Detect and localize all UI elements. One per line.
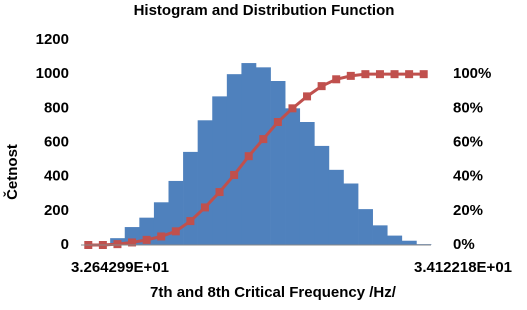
bar — [328, 169, 344, 245]
y-axis-title: Četnost — [3, 144, 21, 200]
bar — [387, 235, 403, 245]
line-marker — [200, 203, 209, 212]
y2-tick-label: 60% — [453, 133, 483, 150]
bar — [372, 225, 388, 245]
bar — [183, 151, 198, 245]
y-tick-label: 1200 — [36, 31, 69, 48]
line-marker — [128, 238, 137, 247]
y2-tick-label: 100% — [453, 65, 491, 82]
line-marker — [142, 235, 151, 244]
line-marker — [230, 170, 239, 179]
line-marker — [157, 232, 166, 241]
bar — [256, 67, 271, 245]
y-tick-label: 600 — [44, 133, 69, 150]
y-tick-label: 200 — [44, 202, 69, 219]
line-marker — [375, 70, 384, 79]
line-marker — [113, 240, 122, 249]
line-marker — [303, 92, 312, 101]
line-marker — [332, 75, 341, 84]
bar — [343, 183, 359, 245]
y-tick-label: 800 — [44, 99, 69, 116]
bar — [168, 180, 184, 245]
bar — [197, 120, 213, 245]
y-tick-label: 1000 — [36, 65, 69, 82]
x-axis-title: 7th and 8th Critical Frequency /Hz/ — [150, 284, 397, 301]
y2-tick-label: 20% — [453, 202, 483, 219]
x-tick-label: 3.264299E+01 — [71, 259, 169, 276]
y-tick-label: 0 — [61, 236, 69, 253]
bar — [270, 81, 286, 245]
line-marker — [259, 135, 268, 144]
bar — [314, 145, 330, 245]
line-marker — [419, 70, 428, 79]
line-marker — [186, 217, 195, 226]
x-tick-label: 3.412218E+01 — [414, 259, 512, 276]
y2-tick-label: 0% — [453, 236, 475, 253]
line-marker — [390, 70, 399, 79]
line-marker — [288, 104, 297, 113]
bar — [285, 108, 301, 245]
y2-tick-label: 40% — [453, 168, 483, 185]
line-marker — [273, 118, 282, 126]
line-marker — [346, 71, 355, 80]
line-marker — [215, 188, 224, 197]
bar — [226, 74, 242, 246]
chart-title: Histogram and Distribution Function — [134, 2, 395, 19]
bar — [401, 240, 417, 245]
line-marker — [317, 82, 326, 91]
bar — [212, 96, 228, 245]
line-marker — [405, 70, 414, 79]
y2-tick-label: 80% — [453, 99, 483, 116]
bar — [358, 209, 373, 245]
line-marker — [244, 152, 253, 161]
bar — [299, 122, 315, 245]
y-tick-label: 400 — [44, 168, 69, 185]
line-marker — [171, 227, 180, 236]
line-marker — [361, 70, 370, 79]
